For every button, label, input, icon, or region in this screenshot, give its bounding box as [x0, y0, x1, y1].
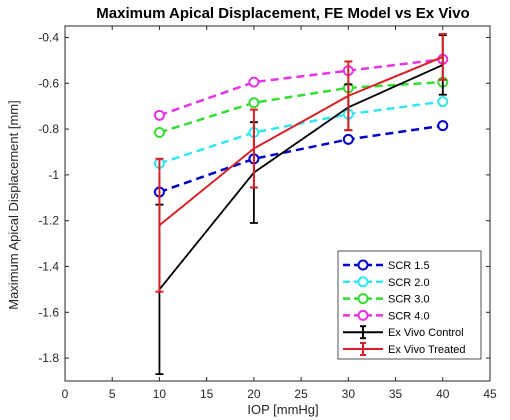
- legend-label-ex-vivo-control: Ex Vivo Control: [388, 327, 464, 339]
- legend-label-scr-1-5: SCR 1.5: [388, 260, 430, 272]
- series-layer: [153, 33, 449, 376]
- data-point-scr-1-5: [342, 133, 354, 145]
- x-tick-label: 15: [200, 387, 214, 401]
- data-point-scr-3-0: [248, 97, 260, 109]
- legend-marker-scr-1-5: [357, 259, 369, 271]
- data-point-scr-2-0: [437, 96, 449, 108]
- y-axis-label: Maximum Apical Displacement [mm]: [6, 100, 21, 310]
- x-tick-label: 10: [153, 387, 167, 401]
- y-tick-label: -1.6: [38, 305, 59, 319]
- legend-label-scr-4-0: SCR 4.0: [388, 310, 430, 322]
- series-line-scr-1-5: [159, 124, 443, 194]
- x-tick-label: 30: [342, 387, 356, 401]
- legend-label-scr-3-0: SCR 3.0: [388, 294, 430, 306]
- legend-label-scr-2-0: SCR 2.0: [388, 277, 430, 289]
- series-line-scr-2-0: [159, 100, 443, 165]
- x-tick-label: 5: [109, 387, 116, 401]
- y-tick-label: -1.4: [38, 259, 59, 273]
- chart-title: Maximum Apical Displacement, FE Model vs…: [96, 5, 469, 22]
- y-tick-label: -0.4: [38, 30, 59, 44]
- y-tick-label: -0.6: [38, 76, 59, 90]
- x-tick-label: 0: [62, 387, 69, 401]
- x-tick-label: 40: [436, 387, 450, 401]
- data-point-scr-4-0: [153, 109, 165, 121]
- x-tick-label: 20: [247, 387, 261, 401]
- axis-ticks: 0 5 10 15 20 25 30 35 40 45 -1.8 -1.6 -1.4 -1.2 -1 -0.8…: [38, 26, 497, 401]
- data-point-scr-1-5: [437, 120, 449, 132]
- series-line-scr-3-0: [159, 80, 443, 134]
- legend-label-ex-vivo-treated: Ex Vivo Treated: [388, 344, 465, 356]
- series-line-scr-4-0: [159, 57, 443, 117]
- y-tick-label: -1: [48, 168, 59, 182]
- x-tick-label: 35: [389, 387, 403, 401]
- legend-marker-scr-4-0: [357, 309, 369, 321]
- y-tick-label: -1.8: [38, 351, 59, 365]
- legend-marker-scr-2-0: [357, 276, 369, 288]
- series-line-ex-vivo-control: [158, 64, 444, 290]
- x-tick-label: 45: [483, 387, 497, 401]
- y-tick-label: -0.8: [38, 122, 59, 136]
- series-line-ex-vivo-treated: [158, 55, 444, 227]
- legend: SCR 1.5 SCR 2.0 SCR 3.0 SCR 4.0 Ex Vivo Cont…: [337, 250, 482, 360]
- data-point-scr-3-0: [153, 127, 165, 138]
- plot-border: [64, 25, 491, 382]
- y-tick-label: -1.2: [38, 214, 59, 228]
- x-axis-label: IOP [mmHg]: [247, 402, 318, 417]
- legend-marker-scr-3-0: [357, 293, 369, 305]
- data-point-scr-4-0: [248, 76, 260, 88]
- x-tick-label: 25: [294, 387, 308, 401]
